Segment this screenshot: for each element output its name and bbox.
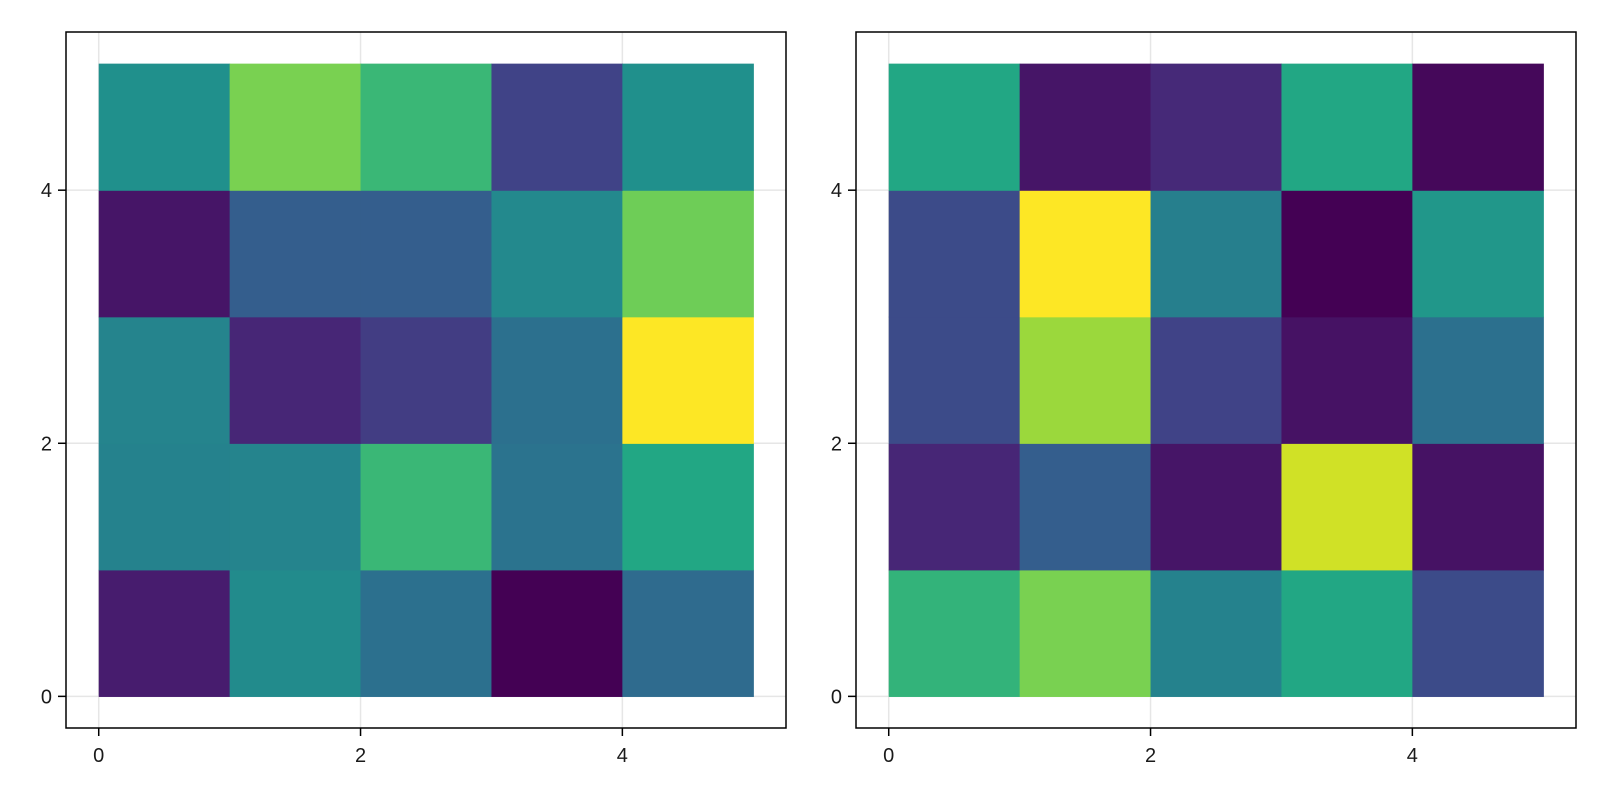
heatmap-cell <box>622 316 754 444</box>
heatmap-cell <box>229 316 362 444</box>
y-tick-label: 4 <box>831 180 842 202</box>
heatmap-cell <box>1281 190 1413 318</box>
heatmap-cell <box>1019 63 1152 191</box>
heatmap-cell <box>622 63 754 191</box>
heatmap-cell <box>888 316 1021 444</box>
heatmap-cell <box>622 443 754 571</box>
heatmap-cell <box>1150 63 1283 191</box>
heatmap-cell <box>1150 569 1283 697</box>
heatmap-cell <box>491 316 623 444</box>
heatmap-cell <box>888 63 1021 191</box>
heatmap-cell <box>1412 443 1544 571</box>
heatmap-cell <box>491 63 623 191</box>
heatmap-cell <box>1150 190 1283 318</box>
heatmap-panels: 0 2 4 0 2 4 0 2 4 0 2 4 <box>41 31 1577 767</box>
x-tick-label: 0 <box>883 745 894 767</box>
heatmap-cell <box>229 443 362 571</box>
x-tick-label: 0 <box>93 745 104 767</box>
heatmap-cell <box>1150 443 1283 571</box>
heatmap-cell <box>1412 569 1544 697</box>
heatmap-cell <box>98 63 231 191</box>
heatmap-cell <box>491 569 623 697</box>
heatmap-cell <box>888 190 1021 318</box>
y-tick-label: 0 <box>41 686 52 708</box>
plot-frame <box>65 31 787 729</box>
heatmap-cell <box>622 190 754 318</box>
x-tick-label: 2 <box>1145 745 1156 767</box>
heatmap-cell <box>1281 316 1413 444</box>
heatmap-cell <box>1019 316 1152 444</box>
heatmap-cell <box>622 569 754 697</box>
x-tick-label: 4 <box>617 745 628 767</box>
x-tick-label: 2 <box>355 745 366 767</box>
heatmap-cell <box>1019 443 1152 571</box>
heatmap-cell <box>360 569 493 697</box>
heatmap-cell <box>98 190 231 318</box>
heatmap-cell <box>888 569 1021 697</box>
heatmap-cell <box>229 63 362 191</box>
heatmap-cell <box>98 443 231 571</box>
heatmap-cell <box>360 63 493 191</box>
heatmap-cell <box>491 190 623 318</box>
heatmap-cell <box>1019 569 1152 697</box>
heatmap-cell <box>1412 316 1544 444</box>
heatmap-cell <box>888 443 1021 571</box>
y-tick-label: 0 <box>831 686 842 708</box>
heatmap-cell <box>1019 190 1152 318</box>
heatmap-cell <box>360 190 493 318</box>
heatmap-cell <box>98 316 231 444</box>
y-tick-label: 2 <box>831 433 842 455</box>
heatmap-cell <box>229 569 362 697</box>
heatmap-cell <box>229 190 362 318</box>
y-tick-label: 4 <box>41 180 52 202</box>
heatmap-cell <box>98 569 231 697</box>
heatmap-panel-2: 0 2 4 0 2 4 <box>831 31 1577 767</box>
y-tick-label: 2 <box>41 433 52 455</box>
heatmap-cell <box>1281 569 1413 697</box>
heatmap-cell <box>1150 316 1283 444</box>
plot-frame <box>855 31 1577 729</box>
heatmap-cell <box>360 316 493 444</box>
heatmap-cell <box>1412 63 1544 191</box>
heatmap-cell <box>1412 190 1544 318</box>
heatmap-panel-1: 0 2 4 0 2 4 <box>41 31 787 767</box>
heatmap-cell <box>491 443 623 571</box>
heatmap-cell <box>1281 63 1413 191</box>
x-tick-label: 4 <box>1407 745 1418 767</box>
heatmap-cell <box>1281 443 1413 571</box>
heatmap-cell <box>360 443 493 571</box>
